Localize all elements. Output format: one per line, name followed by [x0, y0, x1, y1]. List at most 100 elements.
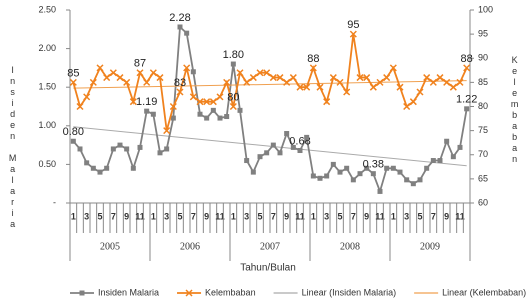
data-label: 83	[174, 77, 186, 89]
data-label: 1.19	[136, 96, 157, 108]
marker	[416, 88, 424, 96]
marker	[429, 78, 437, 86]
marker	[450, 154, 456, 160]
marker	[349, 30, 357, 38]
y-tick-label: 0.50	[38, 159, 56, 169]
y2-axis-title: Kelembaban	[510, 55, 520, 165]
data-label: 0.38	[363, 159, 384, 171]
marker	[97, 169, 103, 175]
marker	[344, 165, 350, 171]
data-label: 1.80	[223, 49, 244, 61]
marker	[317, 175, 323, 181]
marker	[237, 107, 243, 113]
marker	[76, 102, 84, 111]
group-label: 2007	[260, 241, 280, 252]
marker	[383, 74, 391, 82]
marker	[449, 83, 457, 91]
marker	[369, 83, 377, 91]
data-label: 2.28	[169, 12, 190, 24]
y2-tick-label: 90	[478, 53, 488, 63]
marker	[197, 111, 203, 117]
marker	[310, 173, 316, 179]
y2-tick-label: 80	[478, 101, 488, 111]
x-tick-label: 11	[375, 211, 385, 221]
x-tick-label: 3	[84, 211, 89, 221]
x-tick-label: 11	[215, 211, 225, 221]
marker	[109, 69, 117, 77]
marker	[169, 102, 177, 111]
marker	[263, 69, 271, 77]
y2-tick-label: 100	[478, 4, 493, 14]
y-tick-label: 2.00	[38, 43, 56, 53]
marker	[157, 150, 163, 156]
marker	[324, 173, 330, 179]
data-label: 88	[461, 53, 473, 65]
marker	[170, 115, 176, 121]
marker	[83, 93, 91, 101]
marker	[164, 146, 170, 152]
x-tick-label: 11	[135, 211, 145, 221]
marker	[177, 24, 183, 30]
marker	[123, 78, 131, 86]
marker	[257, 154, 263, 160]
marker	[124, 146, 130, 152]
marker	[329, 74, 337, 82]
y-tick-label: -	[53, 197, 56, 207]
marker	[144, 108, 150, 114]
x-tick-label: 7	[351, 211, 356, 221]
marker	[357, 171, 363, 177]
marker	[443, 78, 451, 86]
marker	[77, 146, 83, 152]
marker	[437, 158, 443, 164]
marker	[304, 134, 310, 140]
marker	[224, 114, 230, 120]
x-tick-label: 3	[324, 211, 329, 221]
legend-marker	[185, 289, 193, 297]
marker	[296, 83, 304, 91]
marker	[363, 74, 371, 82]
marker	[90, 165, 96, 171]
data-label: 95	[347, 19, 359, 31]
group-label: 2008	[340, 241, 360, 252]
marker	[376, 78, 384, 86]
y2-tick-label: 60	[478, 197, 488, 207]
trendline	[73, 126, 467, 167]
legend-marker	[79, 290, 85, 296]
data-label: 85	[67, 67, 79, 79]
marker	[370, 171, 376, 177]
marker	[190, 69, 196, 75]
marker	[116, 74, 124, 82]
y2-tick-label: 70	[478, 149, 488, 159]
x-tick-label: 9	[364, 211, 369, 221]
marker	[129, 98, 137, 106]
marker	[284, 131, 290, 137]
marker	[230, 61, 236, 67]
marker	[149, 69, 157, 77]
x-tick-label: 9	[444, 211, 449, 221]
marker	[189, 93, 197, 101]
marker	[223, 78, 231, 86]
marker	[309, 64, 317, 72]
marker	[444, 138, 450, 144]
x-tick-label: 5	[257, 211, 262, 221]
y-tick-label: 2.50	[38, 4, 56, 14]
marker	[156, 74, 164, 82]
marker	[143, 78, 151, 86]
marker	[96, 64, 104, 72]
marker	[277, 150, 283, 156]
marker	[290, 144, 296, 150]
data-label: 1.22	[456, 94, 477, 106]
y2-tick-label: 75	[478, 125, 488, 135]
marker	[410, 181, 416, 187]
data-label: 87	[134, 58, 146, 70]
marker	[457, 144, 463, 150]
marker	[203, 98, 211, 106]
marker	[150, 111, 156, 117]
marker	[423, 74, 431, 82]
x-tick-label: 7	[271, 211, 276, 221]
marker	[389, 64, 397, 72]
marker	[350, 177, 356, 183]
y2-tick-label: 85	[478, 77, 488, 87]
y2-tick-label: 65	[478, 173, 488, 183]
